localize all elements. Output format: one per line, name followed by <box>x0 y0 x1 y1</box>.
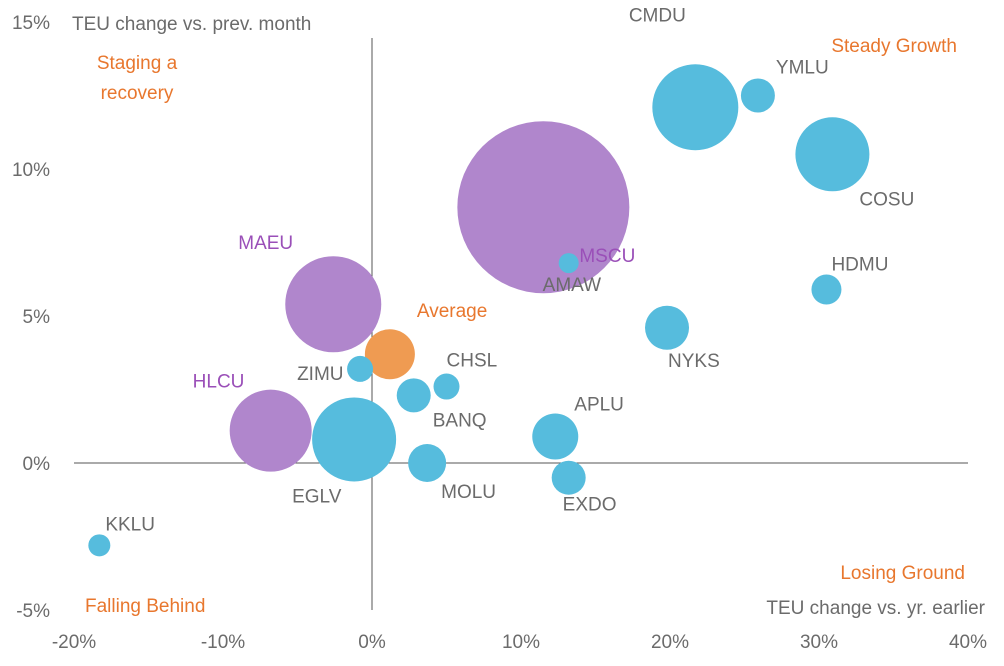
bubble-amaw <box>558 253 579 274</box>
quadrant-label-top-left: recovery <box>101 83 174 104</box>
bubble-labels: CMDU YMLU COSU MSCU AMAW HDMU MAEU NYKS Average Z… <box>105 5 914 535</box>
bubble-label-zimu: ZIMU <box>297 364 343 385</box>
bubble-label-exdo: EXDO <box>563 495 617 516</box>
bubble-label-chsl: CHSL <box>447 351 498 372</box>
x-tick-label: -10% <box>201 632 245 653</box>
bubble-label-amaw: AMAW <box>543 275 601 296</box>
bubble-label-hdmu: HDMU <box>831 255 888 276</box>
bubble-exdo <box>551 460 586 495</box>
quadrant-label-top-left: Staging a <box>97 53 178 74</box>
bubble-kklu <box>88 534 111 557</box>
bubble-label-maeu: MAEU <box>238 233 293 254</box>
bubble-label-molu: MOLU <box>441 482 496 503</box>
x-tick-label: -20% <box>52 632 96 653</box>
quadrant-label-bottom-left: Falling Behind <box>85 596 205 617</box>
bubble-label-eglv: EGLV <box>292 486 342 507</box>
y-tick-label: 5% <box>23 307 51 328</box>
y-tick-label: 0% <box>23 454 51 475</box>
bubble-label-nyks: NYKS <box>668 351 720 372</box>
bubble-zimu <box>347 355 374 382</box>
bubble-label-cmdu: CMDU <box>629 5 686 26</box>
bubble-label-hlcu: HLCU <box>193 372 245 393</box>
bubble-label-banq: BANQ <box>433 410 487 431</box>
x-axis-title: TEU change vs. yr. earlier <box>766 598 985 619</box>
x-tick-label: 0% <box>358 632 386 653</box>
bubble-eglv <box>312 397 397 482</box>
bubble-label-cosu: COSU <box>859 189 914 210</box>
y-tick-label: 10% <box>12 160 50 181</box>
bubble-nyks <box>645 305 690 350</box>
bubble-average <box>364 329 415 380</box>
y-tick-label: 15% <box>12 13 50 34</box>
bubble-mscu <box>457 121 630 294</box>
bubble-banq <box>396 378 431 413</box>
bubble-chsl <box>433 373 460 400</box>
bubbles <box>88 64 870 557</box>
bubble-molu <box>408 444 447 482</box>
bubble-cmdu <box>652 64 739 151</box>
bubble-hlcu <box>229 389 312 472</box>
bubble-maeu <box>285 256 382 353</box>
bubble-ymlu <box>740 78 775 113</box>
x-tick-label: 30% <box>800 632 838 653</box>
bubble-label-kklu: KKLU <box>105 514 155 535</box>
bubble-label-mscu: MSCU <box>579 246 635 267</box>
y-axis-title: TEU change vs. prev. month <box>72 14 311 35</box>
bubble-cosu <box>795 117 870 192</box>
x-tick-label: 20% <box>651 632 689 653</box>
bubble-label-average: Average <box>417 301 487 322</box>
x-tick-label: 40% <box>949 632 987 653</box>
x-tick-label: 10% <box>502 632 540 653</box>
bubble-hdmu <box>811 274 842 305</box>
axis-ticks: -20% -10% 0% 10% 20% 30% 40% -5% 0% 5% 10% 15% <box>12 13 987 653</box>
quadrant-label-top-right: Steady Growth <box>831 36 957 57</box>
bubble-aplu <box>532 413 579 460</box>
quadrant-label-bottom-right: Losing Ground <box>840 563 965 584</box>
bubble-label-ymlu: YMLU <box>776 58 829 79</box>
bubble-label-aplu: APLU <box>574 395 624 416</box>
y-tick-label: -5% <box>16 601 50 622</box>
